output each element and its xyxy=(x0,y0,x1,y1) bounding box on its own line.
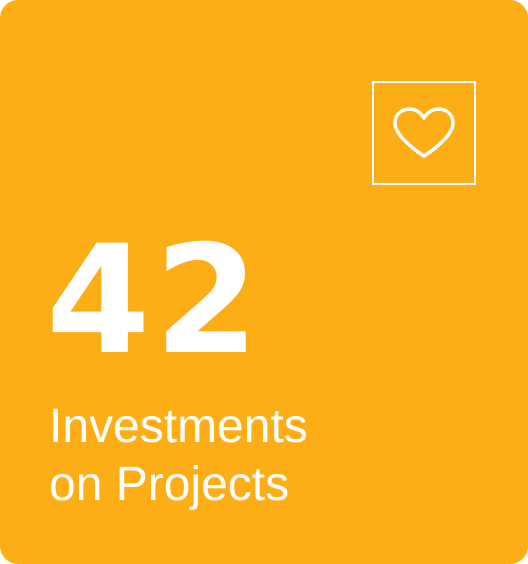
stat-label: Investments on Projects xyxy=(49,398,308,514)
stat-label-line-2: on Projects xyxy=(49,458,290,511)
stat-number: 42 xyxy=(46,214,263,388)
stat-label-line-1: Investments xyxy=(49,400,308,453)
heart-icon xyxy=(393,107,455,158)
icon-frame xyxy=(372,81,476,185)
